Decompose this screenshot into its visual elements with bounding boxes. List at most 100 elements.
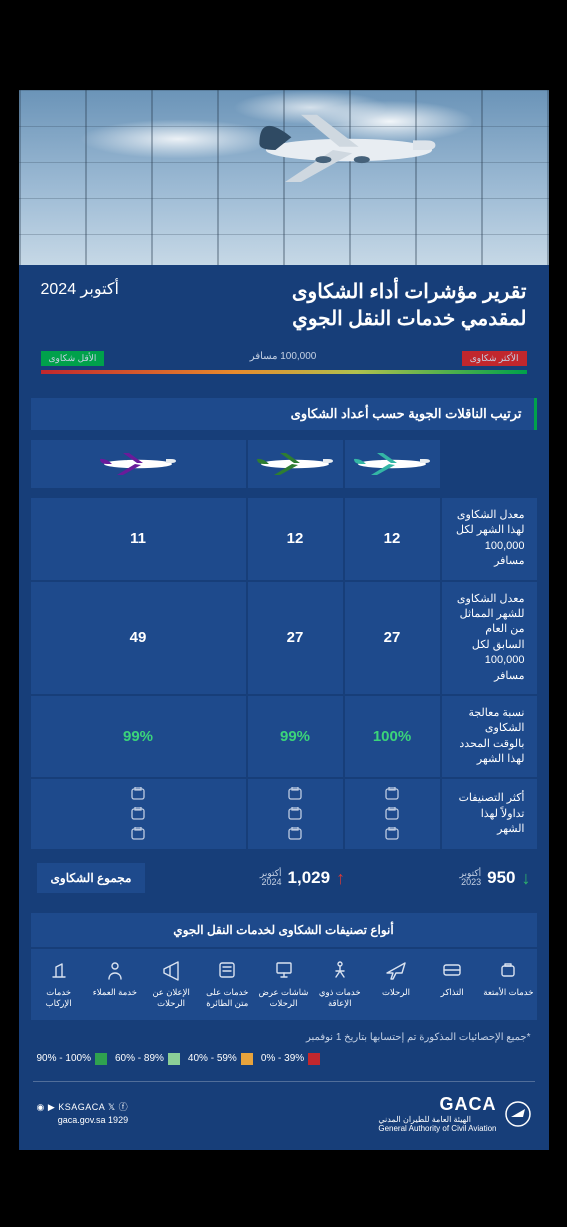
categories-grid: خدمات الأمتعة التذاكر الرحلات خدمات ذوي الإ… — [31, 949, 537, 1019]
category-label: خدمات الأمتعة — [481, 987, 535, 997]
total-prev: ↓ 950 أكتوبر2023 — [460, 868, 531, 889]
ranking-header: ترتيب الناقلات الجوية حسب أعداد الشكاوى — [31, 398, 537, 430]
data-value: 99% — [248, 696, 343, 778]
category-icon — [273, 959, 295, 981]
brand-sub-en: General Authority of Civil Aviation — [378, 1124, 496, 1134]
airline-cell — [31, 440, 246, 488]
category-icon — [497, 959, 519, 981]
brand: GACA الهيئة العامة للطيران المدني Genera… — [378, 1094, 530, 1134]
airplane-icon — [99, 451, 177, 477]
airplane-icon — [353, 451, 431, 477]
legend-item: 89% - 60% — [115, 1053, 180, 1065]
total-prev-value: 950 — [487, 868, 515, 888]
data-row: معدل الشكاوى للشهر المماثل من العام السا… — [19, 582, 549, 694]
range-scale: الأقل شكاوى 100,000 مسافر الأكثر شكاوى — [19, 341, 549, 388]
data-row: معدل الشكاوى لهذا الشهر لكل 100,000 مساف… — [19, 498, 549, 580]
totals-row: مجموع الشكاوى ↑ 1,029 أكتوبر2024 ↓ 950 أ… — [19, 849, 549, 903]
brand-sub-ar: الهيئة العامة للطيران المدني — [378, 1115, 496, 1125]
top-categories-label: أكثر التصنيفات تداولاً لهذا الشهر — [442, 779, 537, 849]
legend-item: 39% - 0% — [261, 1053, 320, 1065]
category-label: التذاكر — [439, 987, 466, 997]
airplane-hero-icon — [237, 102, 461, 198]
category-item: خدمات الأمتعة — [480, 959, 536, 1007]
data-row: نسبة معالجة الشكاوى بالوقت المحدد لهذا ا… — [19, 696, 549, 778]
legend: 100% - 90% 89% - 60% 59% - 40% 39% - 0% — [19, 1049, 549, 1081]
totals-label: مجموع الشكاوى — [37, 863, 146, 893]
airplane-icon — [256, 451, 334, 477]
footer-site: gaca.gov.sa 1929 — [37, 1114, 129, 1127]
category-item: خدمات الإركاب — [31, 959, 87, 1007]
gaca-logo-icon — [505, 1101, 531, 1127]
category-item: الرحلات — [368, 959, 424, 1007]
category-icon — [216, 959, 238, 981]
data-value: 100% — [345, 696, 440, 778]
category-item: خدمات ذوي الإعاقة — [312, 959, 368, 1007]
least-complaints-tag: الأقل شكاوى — [41, 351, 105, 366]
airline-cell — [248, 440, 343, 488]
legend-swatch — [241, 1053, 253, 1065]
category-item: خدمات على متن الطائرة — [199, 959, 255, 1007]
legend-range: 59% - 40% — [188, 1053, 237, 1064]
data-value: 12 — [345, 498, 440, 580]
category-label: شاشات عرض الرحلات — [255, 987, 311, 1007]
row-label: معدل الشكاوى لهذا الشهر لكل 100,000 مساف… — [442, 498, 537, 580]
social-handle: KSAGACA — [58, 1102, 105, 1112]
legend-range: 89% - 60% — [115, 1053, 164, 1064]
footnote: *جميع الإحصائيات المذكورة تم إحتسابها بت… — [19, 1020, 549, 1049]
report-title: تقرير مؤشرات أداء الشكاوى لمقدمي خدمات ا… — [292, 279, 527, 333]
category-label: الإعلان عن الرحلات — [143, 987, 199, 1007]
data-value: 11 — [31, 498, 246, 580]
category-item: الإعلان عن الرحلات — [143, 959, 199, 1007]
hero-image — [19, 90, 549, 265]
brand-name: GACA — [378, 1094, 496, 1115]
legend-range: 100% - 90% — [37, 1053, 91, 1064]
data-value: 27 — [345, 582, 440, 694]
title-line2: لمقدمي خدمات النقل الجوي — [292, 308, 526, 330]
category-item: التذاكر — [424, 959, 480, 1007]
category-icon — [104, 959, 126, 981]
total-current: ↑ 1,029 أكتوبر2024 — [260, 868, 345, 889]
total-current-year: أكتوبر2024 — [260, 869, 282, 889]
category-label: الرحلات — [380, 987, 412, 997]
total-current-value: 1,029 — [288, 868, 331, 888]
title-line1: تقرير مؤشرات أداء الشكاوى — [292, 281, 527, 303]
data-value: 12 — [248, 498, 343, 580]
legend-item: 59% - 40% — [188, 1053, 253, 1065]
data-value: 27 — [248, 582, 343, 694]
airline-top-cats — [248, 779, 343, 849]
most-complaints-tag: الأكثر شكاوى — [462, 351, 527, 366]
airline-top-cats — [31, 779, 246, 849]
airline-top-cats — [345, 779, 440, 849]
category-icon — [441, 959, 463, 981]
arrow-up-icon: ↑ — [336, 868, 345, 889]
legend-swatch — [308, 1053, 320, 1065]
category-icon — [160, 959, 182, 981]
legend-swatch — [168, 1053, 180, 1065]
airline-cell — [345, 440, 440, 488]
category-icon — [385, 959, 407, 981]
data-value: 49 — [31, 582, 246, 694]
data-value: 99% — [31, 696, 246, 778]
range-gradient — [41, 370, 527, 374]
social-block: KSAGACA 𝕏 ⓕ ▶ ◉ gaca.gov.sa 1929 — [37, 1101, 129, 1126]
category-label: خدمات الإركاب — [31, 987, 87, 1007]
categories-header: أنواع تصنيفات الشكاوى لخدمات النقل الجوي — [31, 913, 537, 947]
footer: GACA الهيئة العامة للطيران المدني Genera… — [33, 1081, 535, 1150]
row-label: نسبة معالجة الشكاوى بالوقت المحدد لهذا ا… — [442, 696, 537, 778]
range-mid-label: 100,000 مسافر — [104, 351, 461, 366]
airlines-row — [19, 432, 549, 496]
row-label: معدل الشكاوى للشهر المماثل من العام السا… — [442, 582, 537, 694]
category-icon — [329, 959, 351, 981]
report-date: أكتوبر 2024 — [41, 279, 119, 299]
total-prev-year: أكتوبر2023 — [460, 869, 482, 889]
top-categories-row: أكثر التصنيفات تداولاً لهذا الشهر — [19, 779, 549, 849]
legend-range: 39% - 0% — [261, 1053, 304, 1064]
category-label: خدمات على متن الطائرة — [199, 987, 255, 1007]
legend-swatch — [95, 1053, 107, 1065]
category-item: خدمة العملاء — [87, 959, 143, 1007]
category-label: خدمة العملاء — [91, 987, 139, 997]
category-item: شاشات عرض الرحلات — [255, 959, 311, 1007]
category-label: خدمات ذوي الإعاقة — [312, 987, 368, 1007]
arrow-down-icon: ↓ — [522, 868, 531, 889]
legend-item: 100% - 90% — [37, 1053, 107, 1065]
